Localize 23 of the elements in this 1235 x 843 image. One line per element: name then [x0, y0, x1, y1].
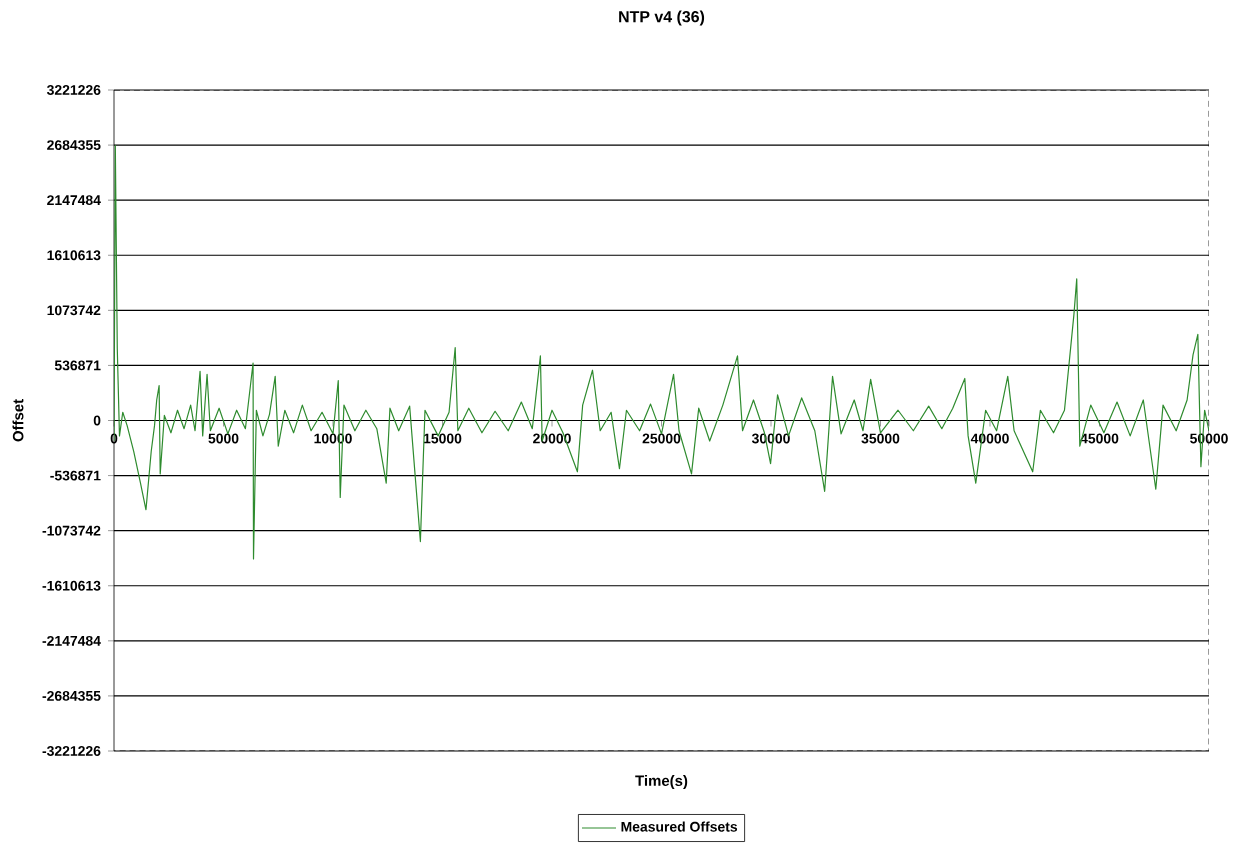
legend-label: Measured Offsets — [621, 821, 738, 832]
x-tick-label: 15000 — [423, 433, 462, 444]
x-tick-label: 25000 — [642, 433, 681, 444]
y-tick-label: -536871 — [50, 470, 101, 481]
y-tick-label: 536871 — [54, 360, 101, 371]
x-tick-label: 35000 — [861, 433, 900, 444]
y-axis-title: Offset — [12, 399, 24, 442]
x-tick-label: 0 — [110, 433, 118, 444]
x-tick-label: 5000 — [208, 433, 239, 444]
y-tick-label: -1073742 — [42, 525, 101, 536]
y-tick-label: -3221226 — [42, 746, 101, 756]
y-tick-label: -2684355 — [42, 690, 101, 701]
x-tick-label: 40000 — [970, 433, 1009, 444]
y-tick-label: 1073742 — [47, 305, 101, 316]
y-tick-label: -2147484 — [42, 635, 101, 646]
y-tick-label: 2147484 — [47, 195, 101, 206]
y-tick-label: 3221226 — [46, 85, 101, 95]
y-tick-label: 2684355 — [47, 140, 101, 151]
y-tick-label: -1610613 — [42, 580, 101, 591]
chart-title: NTP v4 (36) — [619, 10, 705, 26]
y-tick-label: 0 — [93, 415, 101, 426]
y-tick-label: 1610613 — [47, 250, 101, 261]
x-axis-title: Time(s) — [635, 775, 688, 789]
